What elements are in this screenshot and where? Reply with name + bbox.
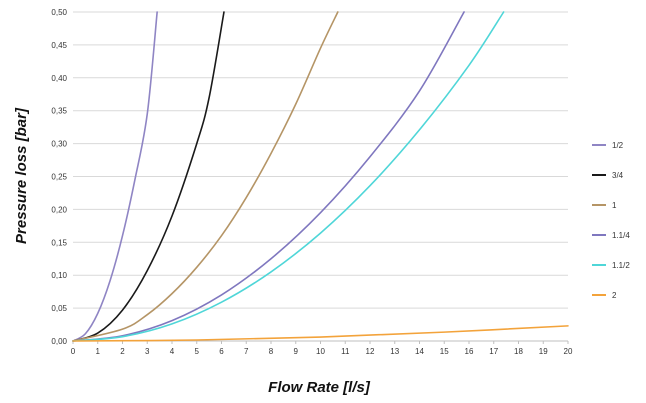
x-tick-label: 2	[120, 347, 125, 356]
x-tick-label: 7	[244, 347, 249, 356]
legend-label: 2	[612, 291, 617, 300]
x-tick-label: 3	[145, 347, 150, 356]
y-tick-label: 0,50	[51, 8, 67, 17]
series-line-3	[72, 11, 465, 342]
series-line-5	[72, 325, 569, 342]
x-tick-label: 11	[341, 347, 350, 356]
x-tick-label: 13	[390, 347, 399, 356]
y-tick-label: 0,00	[51, 337, 67, 346]
x-tick-label: 5	[195, 347, 200, 356]
y-tick-label: 0,45	[51, 41, 67, 50]
series-lines	[72, 11, 569, 342]
legend-label: 1.1/4	[612, 231, 630, 240]
y-tick-label: 0,35	[51, 107, 67, 116]
y-tick-label: 0,25	[51, 173, 67, 182]
series-line-2	[72, 11, 339, 342]
y-tick-labels: 0,00 0,05 0,10 0,15 0,20 0,25 0,30 0,35 0,40 0,45…	[51, 8, 67, 346]
x-tick-labels: 0 1 2 3 4 5 6 7 8 9 10 11 12 13 14 15 16 17 18 19 20	[71, 347, 573, 356]
y-tick-label: 0,10	[51, 271, 67, 280]
x-tick-label: 10	[316, 347, 325, 356]
gridlines	[73, 11, 568, 342]
x-tick-label: 17	[489, 347, 498, 356]
series-line-4	[72, 11, 505, 342]
y-tick-label: 0,40	[51, 74, 67, 83]
x-tick-label: 20	[564, 347, 573, 356]
legend-label: 3/4	[612, 171, 624, 180]
x-axis-title: Flow Rate [l/s]	[268, 379, 371, 396]
x-tick-label: 4	[170, 347, 175, 356]
x-tick-label: 16	[465, 347, 474, 356]
y-tick-label: 0,20	[51, 205, 67, 214]
x-tick-label: 18	[514, 347, 523, 356]
x-tick-label: 15	[440, 347, 449, 356]
y-tick-label: 0,30	[51, 140, 67, 149]
y-tick-label: 0,15	[51, 238, 67, 247]
legend-label: 1	[612, 201, 617, 210]
x-tick-label: 12	[366, 347, 375, 356]
legend: 1/2 3/4 1 1.1/4 1.1/2 2	[592, 141, 630, 300]
axes	[72, 340, 569, 344]
x-tick-label: 1	[96, 347, 101, 356]
legend-label: 1/2	[612, 141, 624, 150]
y-tick-label: 0,05	[51, 304, 67, 313]
series-line-0	[72, 11, 158, 342]
x-tick-label: 9	[294, 347, 299, 356]
legend-label: 1.1/2	[612, 261, 630, 270]
y-axis-title: Pressure loss [bar]	[13, 107, 30, 244]
x-tick-label: 8	[269, 347, 274, 356]
x-tick-label: 6	[219, 347, 224, 356]
x-tick-label: 19	[539, 347, 548, 356]
series-line-1	[72, 11, 225, 342]
x-tick-label: 0	[71, 347, 76, 356]
x-tick-label: 14	[415, 347, 424, 356]
